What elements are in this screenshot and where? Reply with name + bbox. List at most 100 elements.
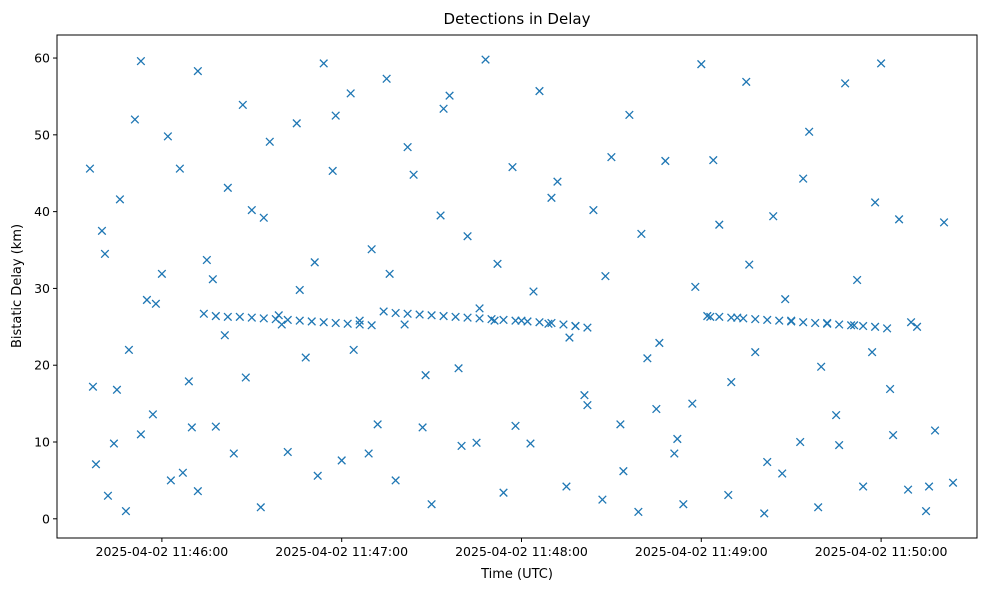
data-point (187, 423, 197, 432)
data-point (744, 260, 754, 269)
data-point (906, 317, 916, 327)
data-point (301, 353, 310, 362)
data-point (385, 269, 394, 279)
x-tick-label: 2025-04-02 11:46:00 (96, 544, 229, 559)
data-point (439, 104, 448, 113)
data-point (589, 205, 598, 215)
data-point (786, 317, 796, 326)
data-point (349, 345, 358, 355)
data-point (355, 320, 364, 329)
data-point (580, 390, 589, 400)
y-tick-label: 20 (34, 358, 50, 373)
data-point (223, 183, 233, 193)
data-point (912, 322, 922, 332)
data-point (103, 491, 113, 501)
data-point (295, 316, 304, 325)
data-point (367, 321, 376, 330)
data-point (750, 347, 760, 357)
data-point (625, 110, 634, 120)
data-point (529, 287, 538, 296)
data-point (691, 282, 700, 292)
data-point (220, 331, 230, 340)
data-point (151, 299, 161, 309)
data-point (202, 255, 212, 265)
data-point (867, 347, 877, 357)
data-point (409, 170, 418, 180)
chart-title: Detections in Delay (444, 10, 591, 28)
data-point (88, 382, 98, 391)
data-point (91, 460, 101, 469)
data-point (238, 100, 248, 110)
data-point (921, 506, 931, 516)
data-point (598, 495, 607, 504)
data-point (343, 319, 352, 329)
data-point (834, 320, 844, 329)
data-point (634, 507, 643, 517)
data-point (283, 447, 293, 457)
y-tick-label: 60 (34, 51, 50, 66)
data-point (741, 77, 751, 87)
data-point (109, 439, 119, 448)
data-point (523, 317, 532, 326)
data-point (100, 249, 110, 259)
data-point (292, 119, 301, 128)
data-point (888, 430, 898, 440)
x-tick-label: 2025-04-02 11:48:00 (455, 544, 588, 559)
data-point (259, 314, 269, 323)
data-point (924, 482, 934, 491)
x-tick-label: 2025-04-02 11:47:00 (275, 544, 408, 559)
data-point (313, 471, 322, 481)
data-point (583, 400, 592, 410)
data-points (85, 55, 958, 518)
data-point (870, 198, 880, 207)
x-axis: 2025-04-02 11:46:00 2025-04-02 11:47:00 20… (96, 538, 948, 559)
data-point (798, 317, 808, 327)
data-point (331, 111, 340, 120)
data-point (813, 503, 823, 512)
data-point (637, 229, 646, 239)
data-point (271, 314, 281, 324)
data-point (652, 404, 661, 414)
data-point (894, 215, 904, 224)
data-point (256, 503, 266, 512)
data-point (852, 275, 862, 285)
data-point (163, 132, 173, 141)
data-point (834, 440, 844, 450)
y-tick-label: 40 (34, 204, 50, 219)
data-point (846, 321, 856, 330)
data-point (319, 59, 328, 68)
data-point (451, 312, 460, 322)
data-point (547, 193, 556, 203)
plot-area (56, 34, 978, 539)
data-point (427, 311, 436, 320)
data-point (487, 314, 496, 324)
data-point (391, 476, 400, 485)
data-point (223, 312, 233, 322)
data-point (136, 430, 146, 439)
data-point (715, 312, 724, 322)
data-point (619, 466, 628, 476)
data-point (547, 318, 556, 328)
data-point (903, 485, 913, 494)
data-point (472, 438, 481, 448)
data-point (184, 377, 194, 386)
data-point (355, 316, 364, 325)
data-point (673, 434, 682, 444)
data-point (643, 354, 652, 363)
data-point (697, 59, 706, 69)
data-point (858, 321, 868, 331)
data-point (295, 285, 304, 295)
data-point (559, 320, 568, 329)
data-point (481, 55, 490, 64)
data-point (798, 174, 808, 183)
data-point (382, 74, 391, 84)
data-point (948, 478, 958, 487)
data-point (553, 177, 562, 186)
data-point (403, 309, 412, 319)
x-tick-label: 2025-04-02 11:49:00 (635, 544, 768, 559)
y-axis-label: Bistatic Delay (km) (10, 224, 25, 348)
data-point (310, 258, 319, 267)
data-point (328, 166, 337, 176)
data-point (688, 399, 697, 408)
data-point (121, 506, 131, 516)
